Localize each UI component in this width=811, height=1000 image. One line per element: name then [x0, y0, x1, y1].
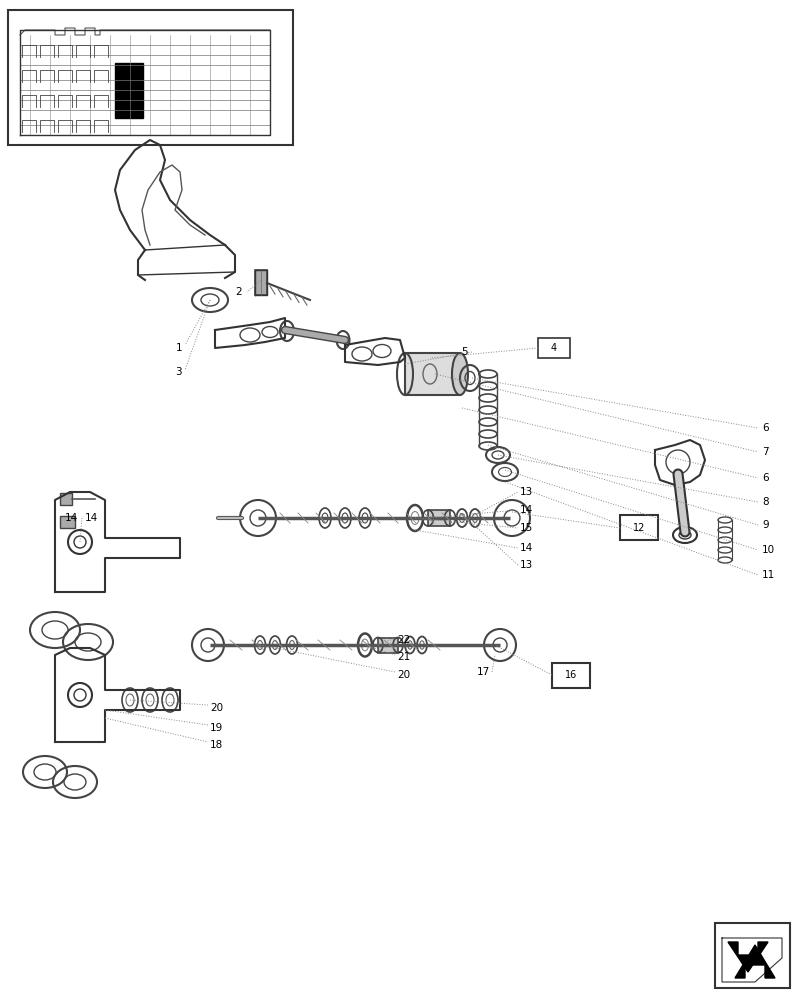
Text: 6: 6 [761, 473, 768, 483]
Polygon shape [727, 942, 767, 972]
Text: 10: 10 [761, 545, 775, 555]
Text: 9: 9 [761, 520, 768, 530]
Polygon shape [734, 945, 774, 978]
Text: 14: 14 [65, 513, 78, 523]
Bar [378, 638, 397, 653]
Text: 11: 11 [761, 570, 775, 580]
Text: 5: 5 [461, 347, 467, 357]
Text: 18: 18 [210, 740, 223, 750]
Text: 22: 22 [397, 635, 410, 645]
Text: 1: 1 [175, 343, 182, 353]
Bar [60, 493, 72, 505]
Polygon shape [721, 938, 781, 982]
Bar [538, 338, 569, 358]
Text: 6: 6 [761, 423, 768, 433]
Bar [255, 270, 267, 295]
Text: 13: 13 [519, 560, 533, 570]
Bar [115, 63, 143, 118]
Bar [620, 515, 657, 540]
Text: 3: 3 [175, 367, 182, 377]
Text: 12: 12 [632, 523, 645, 533]
Bar [551, 663, 590, 688]
Bar [714, 923, 789, 988]
Text: 20: 20 [397, 670, 410, 680]
Bar [8, 10, 293, 145]
Bar [405, 353, 460, 395]
Text: 2: 2 [235, 287, 242, 297]
Text: 15: 15 [519, 523, 533, 533]
Bar [427, 510, 449, 526]
Text: 14: 14 [85, 513, 98, 523]
Text: 21: 21 [397, 652, 410, 662]
Ellipse shape [452, 353, 467, 395]
Text: 20: 20 [210, 703, 223, 713]
Text: 17: 17 [476, 667, 489, 677]
Text: 8: 8 [761, 497, 768, 507]
Text: 19: 19 [210, 723, 223, 733]
Text: 14: 14 [519, 543, 533, 553]
Text: 14: 14 [519, 505, 533, 515]
Bar [60, 516, 75, 528]
Text: 13: 13 [519, 487, 533, 497]
Text: 16: 16 [564, 670, 577, 680]
Text: 7: 7 [761, 447, 768, 457]
Text: 4: 4 [550, 343, 556, 353]
